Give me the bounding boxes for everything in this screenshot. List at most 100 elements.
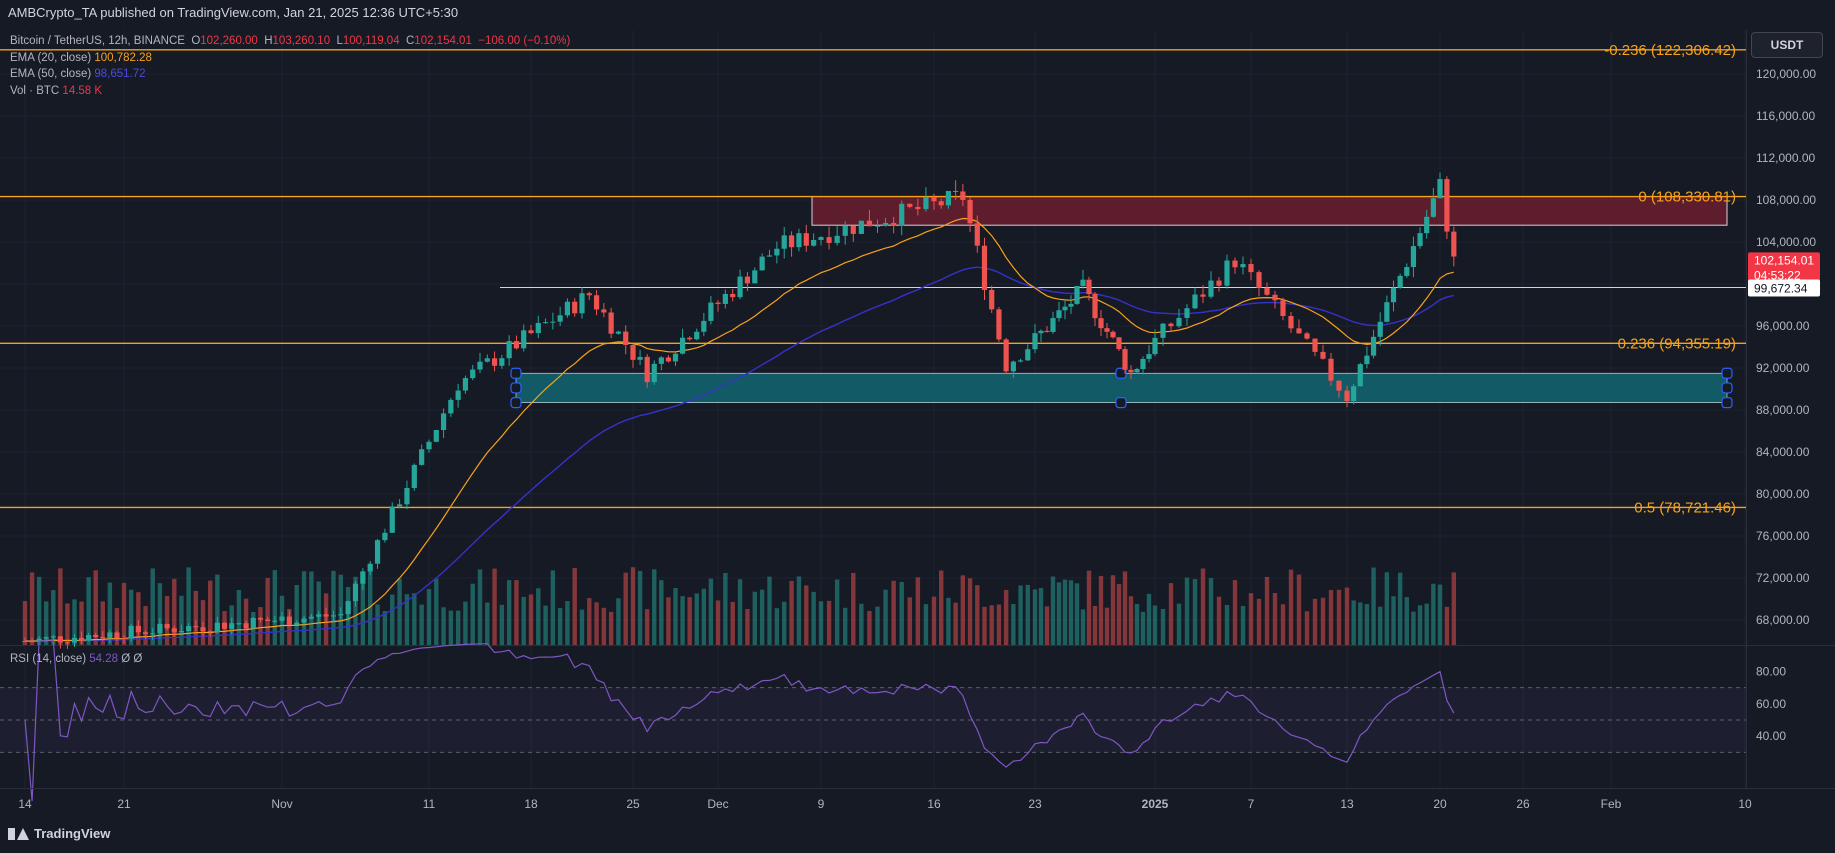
fib-label: -0.236 (122,306.42) [1604, 42, 1736, 59]
volume-bar [172, 578, 177, 645]
candle-body [630, 345, 636, 360]
volume-bar [644, 609, 650, 645]
candle-body [842, 225, 848, 236]
candle-body [86, 634, 92, 641]
candle-body [286, 616, 292, 625]
candle-body [462, 378, 469, 391]
volume-bar [514, 580, 519, 645]
candle-body [1384, 302, 1390, 322]
candle-body [506, 341, 512, 359]
price-tick-label: 116,000.00 [1756, 109, 1815, 123]
rsi-value: 54.28 [89, 653, 119, 665]
chart-legend: Bitcoin / TetherUS, 12h, BINANCE O102,26… [10, 33, 570, 99]
symbol-legend-row: Bitcoin / TetherUS, 12h, BINANCE O102,26… [10, 33, 570, 50]
zone-handle [1721, 367, 1733, 379]
price-tick-label: 68,000.00 [1756, 613, 1810, 627]
candle-body [601, 309, 607, 313]
candle-body [1010, 361, 1016, 372]
candle-body [1184, 308, 1190, 318]
zone-handle [510, 382, 522, 394]
candle-body [1074, 285, 1080, 304]
rsi-tick-label: 60.00 [1756, 697, 1786, 711]
rsi-tick-label: 80.00 [1756, 664, 1786, 678]
volume-bar [745, 608, 750, 645]
volume-label: Vol · BTC [10, 84, 60, 97]
volume-bar [1296, 574, 1302, 645]
volume-bar [1378, 606, 1383, 645]
volume-bar [29, 572, 35, 645]
volume-bar [637, 570, 643, 645]
volume-legend-row[interactable]: Vol · BTC 14.58 K [10, 83, 570, 100]
symbol-title[interactable]: Bitcoin / TetherUS, 12h, BINANCE [10, 35, 185, 47]
volume-bar [1232, 580, 1238, 645]
rsi-tick-label: 40.00 [1756, 729, 1786, 743]
volume-bar [287, 608, 292, 645]
volume-bar [1176, 603, 1182, 645]
candle-body [200, 627, 206, 632]
volume-bar [22, 601, 28, 645]
ema50-line [25, 266, 1454, 642]
candle-body [419, 449, 425, 465]
candle-body [36, 638, 42, 642]
volume-bar [834, 579, 840, 645]
currency-button[interactable]: USDT [1751, 32, 1823, 58]
volume-bar [565, 601, 570, 645]
rsi-legend[interactable]: RSI (14, close) 54.28 Ø Ø [10, 653, 142, 665]
candle-body [135, 625, 141, 633]
candle-body [915, 206, 921, 210]
rsi-extra: Ø Ø [121, 653, 143, 665]
volume-bar [1256, 598, 1262, 645]
volume-bar [1056, 582, 1062, 645]
candle-body [1110, 331, 1116, 338]
tradingview-logo[interactable]: TradingView [8, 826, 110, 841]
volume-bar [1160, 608, 1166, 645]
volume-bar [680, 596, 685, 645]
volume-bar [1248, 593, 1254, 645]
change-value: −106.00 (−0.10%) [478, 35, 571, 47]
candle-body [672, 353, 679, 362]
candle-body [803, 233, 809, 246]
candle-body [178, 631, 185, 633]
candle-body [1200, 294, 1206, 297]
ema20-legend-row[interactable]: EMA (20, close) 100,782.28 [10, 50, 570, 67]
volume-bar [608, 611, 614, 645]
volume-bar [616, 598, 621, 645]
candle-body [1410, 246, 1417, 268]
volume-bar [1208, 578, 1214, 645]
candle-body [1050, 318, 1056, 332]
candle-body [128, 625, 134, 639]
volume-bar [294, 584, 299, 645]
candle-body [1208, 280, 1214, 297]
volume-bar [164, 595, 170, 645]
candle-body [43, 637, 49, 639]
candle-body [1312, 338, 1318, 352]
volume-bar [652, 569, 657, 645]
volume-bar [1122, 571, 1128, 645]
ema50-legend-row[interactable]: EMA (50, close) 98,651.72 [10, 66, 570, 83]
candle-body [338, 614, 344, 616]
candle-body [1377, 321, 1383, 337]
candle-body [557, 315, 563, 322]
volume-bar [528, 594, 534, 645]
volume-bar [1312, 598, 1318, 645]
candle-body [1336, 380, 1342, 391]
volume-bar [1371, 567, 1376, 645]
low-value: 100,119.04 [342, 35, 400, 47]
open-value: 102,260.00 [200, 35, 258, 47]
candle-body [586, 293, 592, 296]
volume-bar [1216, 596, 1222, 645]
candle-body [1404, 267, 1410, 276]
candle-body [781, 235, 787, 249]
volume-bar [441, 607, 446, 645]
price-tick-label: 84,000.00 [1756, 445, 1810, 459]
time-tick-label: 2025 [1142, 797, 1169, 811]
candle-body [579, 293, 585, 314]
volume-bar [730, 601, 735, 645]
volume-bar [1003, 590, 1009, 645]
candle-body [866, 220, 873, 227]
ema20-value: 100,782.28 [94, 51, 152, 64]
candle-body [1176, 317, 1182, 327]
ema20-label: EMA (20, close) [10, 51, 92, 64]
volume-bar [157, 583, 163, 645]
